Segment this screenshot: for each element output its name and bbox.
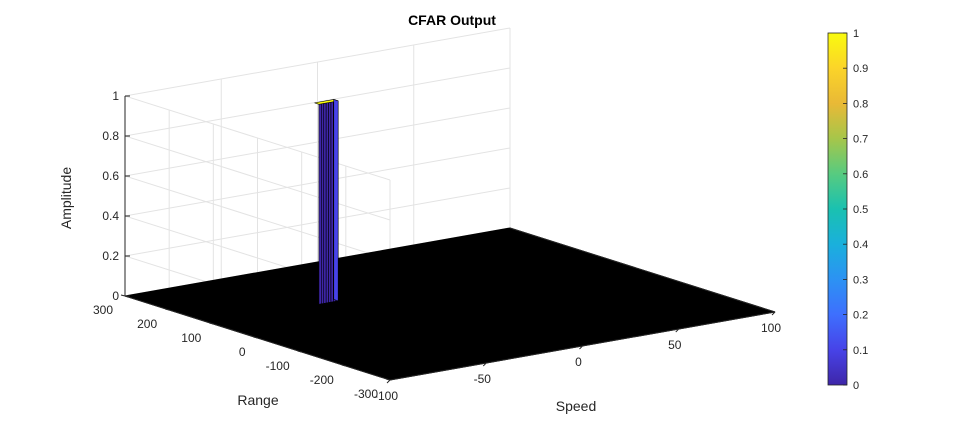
- z-tick-label: 0.8: [102, 129, 119, 143]
- colorbar-tick-label: 0.6: [853, 169, 868, 181]
- colorbar-tick-label: 0.5: [853, 204, 868, 216]
- y-tick-label: -100: [266, 359, 290, 373]
- x-end-line: [509, 227, 776, 313]
- peak-side: [333, 99, 339, 302]
- z-tick-label: 1: [112, 89, 119, 103]
- colorbar-tick-label: 0.7: [853, 134, 868, 146]
- grid-line: [124, 27, 511, 97]
- y-tick-mark: [165, 308, 170, 311]
- peak-face-segment: [318, 103, 322, 305]
- peak-face-segment: [321, 103, 325, 305]
- z-axis-label: Amplitude: [58, 167, 74, 229]
- grid-line: [124, 187, 511, 257]
- x-tick-mark: [771, 311, 776, 316]
- x-tick-mark: [675, 328, 680, 333]
- grid-line: [124, 95, 391, 181]
- x-tick-mark: [579, 345, 583, 350]
- z-tick-label: 0.2: [102, 249, 119, 263]
- y-tick-label: 0: [239, 345, 246, 359]
- y-axis-label: Range: [237, 392, 278, 408]
- colorbar-tick-label: 0.8: [853, 98, 868, 110]
- colorbar-tick-label: 0: [853, 380, 859, 392]
- z-tick-label: 0.6: [102, 169, 119, 183]
- colorbar-tick-label: 0.1: [853, 345, 868, 357]
- surface-floor: [124, 227, 776, 381]
- x-tick-label: -100: [374, 389, 398, 403]
- x-tick-label: 0: [575, 355, 582, 369]
- y-tick-label: 200: [137, 317, 157, 331]
- x-tick-label: 50: [668, 338, 682, 352]
- x-tick-mark: [482, 362, 487, 367]
- x-tick-label: -50: [474, 372, 492, 386]
- peak-face-segment: [323, 102, 327, 304]
- y-tick-mark: [297, 350, 302, 353]
- grid-line: [124, 135, 391, 221]
- colorbar-tick-label: 1: [853, 28, 859, 40]
- grid-line: [124, 147, 511, 217]
- grid-line: [124, 175, 391, 261]
- colorbar-tick-label: 0.9: [853, 63, 868, 75]
- colorbar: 0 0.1 0.2 0.3 0.4 0.5 0.6 0.7 0.8 0.9 1: [827, 28, 868, 392]
- peak-face-segment: [330, 101, 334, 303]
- y-tick-mark: [120, 294, 126, 297]
- y-tick-mark: [341, 364, 346, 367]
- peak-face-segment: [325, 102, 329, 304]
- colorbar-tick-label: 0.2: [853, 310, 868, 322]
- x-tick-label: 100: [761, 321, 781, 335]
- z-tick-label: 0: [112, 289, 119, 303]
- y-tick-label: -300: [354, 387, 378, 401]
- x-axis-label: Speed: [556, 398, 596, 414]
- axes-ticks: -100-50050100-300-200-100010020030000.20…: [93, 89, 781, 403]
- y-tick-label: -200: [310, 373, 334, 387]
- y-tick-label: 100: [181, 331, 201, 345]
- z-tick-label: 0.4: [102, 209, 119, 223]
- y-tick-mark: [253, 336, 258, 339]
- colorbar-tick-label: 0.4: [853, 239, 868, 251]
- chart-title: CFAR Output: [408, 12, 496, 28]
- y-tick-mark: [385, 378, 391, 381]
- y-tick-mark: [209, 322, 214, 325]
- peak-face-segment: [328, 101, 332, 303]
- y-tick-label: 300: [93, 303, 113, 317]
- grid-line: [124, 107, 511, 177]
- colorbar-tick-label: 0.3: [853, 274, 868, 286]
- x-tick-mark: [386, 379, 391, 384]
- grid-line: [124, 67, 511, 137]
